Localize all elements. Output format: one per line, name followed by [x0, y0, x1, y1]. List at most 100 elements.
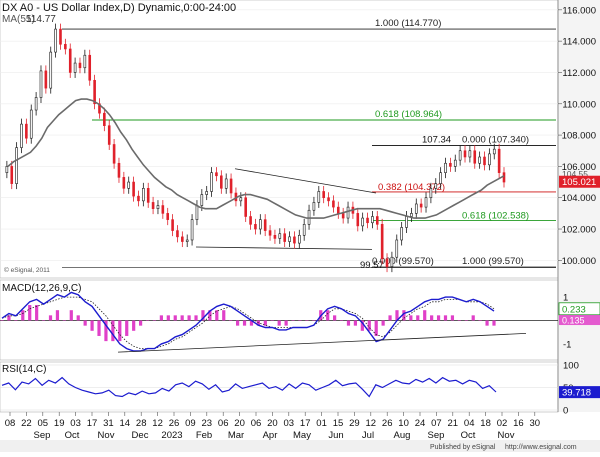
- macd-histogram-bar: [83, 320, 87, 326]
- macd-histogram-bar: [388, 315, 392, 321]
- x-month-label: Jun: [328, 430, 343, 441]
- candle-body: [39, 70, 43, 98]
- candle-body: [419, 203, 423, 208]
- macd-histogram-bar: [478, 320, 482, 321]
- candle-body: [371, 216, 374, 224]
- macd-histogram-bar: [360, 320, 364, 331]
- candle-body: [453, 159, 457, 167]
- x-month-label: Nov: [498, 430, 515, 441]
- price-tick-label: 112.000: [562, 68, 596, 79]
- x-day-label: 02: [497, 418, 508, 429]
- candle-body: [468, 150, 472, 158]
- x-day-label: 06: [251, 418, 262, 429]
- candle-body: [122, 177, 126, 189]
- macd-histogram-bar: [229, 320, 233, 321]
- macd-histogram-bar: [430, 315, 434, 321]
- candle-body: [502, 172, 506, 183]
- x-day-label: 31: [103, 418, 114, 429]
- macd-histogram-bar: [409, 315, 413, 321]
- macd-histogram-bar: [152, 320, 157, 321]
- macd-value-tag: [558, 302, 600, 316]
- x-day-label: 26: [382, 418, 393, 429]
- candle-body: [263, 219, 267, 231]
- x-day-label: 01: [316, 418, 327, 429]
- fib-level-label: 0.618 (102.538): [462, 211, 529, 222]
- macd-histogram-bar: [298, 320, 302, 321]
- candle-body: [400, 227, 403, 241]
- candle-body: [273, 234, 277, 239]
- candle-body: [220, 175, 223, 189]
- rsi-value-tag: [559, 386, 600, 399]
- candle-body: [444, 162, 447, 173]
- x-day-label: 16: [513, 418, 524, 429]
- x-day-label: 09: [185, 418, 196, 429]
- triangle-upper-trendline: [234, 168, 377, 194]
- candle-body: [278, 233, 282, 239]
- macd-histogram-bar: [111, 320, 115, 342]
- macd-histogram-bar: [492, 320, 496, 326]
- fib-level-label: 1.000 (99.570): [462, 256, 524, 267]
- macd-histogram-bar: [187, 315, 191, 321]
- candle-body: [64, 43, 67, 50]
- macd-histogram-bar: [305, 320, 309, 321]
- x-day-label: 20: [267, 418, 278, 429]
- macd-histogram-bar: [471, 315, 475, 321]
- x-day-label: 24: [415, 418, 426, 429]
- macd-signal-value: 0.135: [562, 316, 585, 326]
- macd-histogram-bar: [284, 320, 288, 326]
- x-day-label: 17: [300, 418, 311, 429]
- x-day-label: 08: [5, 418, 16, 429]
- macd-histogram-bar: [381, 320, 385, 326]
- candle-body: [405, 216, 408, 228]
- candle-body: [463, 150, 467, 158]
- macd-histogram-bar: [35, 305, 39, 321]
- macd-histogram-bar: [443, 315, 448, 321]
- macd-histogram-bar: [48, 315, 53, 321]
- candle-body: [5, 166, 9, 173]
- x-day-label: 26: [169, 418, 180, 429]
- candle-body: [15, 147, 18, 184]
- macd-histogram-bar: [236, 320, 240, 326]
- macd-signal-tag: [559, 315, 600, 326]
- candle-body: [195, 205, 199, 220]
- macd-histogram-bar: [0, 320, 4, 321]
- x-day-label: 14: [120, 418, 131, 429]
- macd-histogram-bar: [423, 310, 427, 321]
- candle-body: [73, 62, 77, 73]
- candle-body: [473, 150, 477, 164]
- candle-body: [34, 97, 38, 111]
- macd-histogram-bar: [353, 320, 358, 326]
- candle-body: [78, 62, 82, 69]
- macd-histogram-bar: [201, 310, 205, 321]
- x-day-label: 06: [218, 418, 229, 429]
- candle-body: [112, 144, 116, 164]
- candle-body: [166, 213, 170, 220]
- fib-level-label: 0.000 (99.570): [372, 256, 434, 267]
- candle-body: [283, 233, 286, 242]
- moving-average-line: [7, 98, 505, 219]
- candle-body: [380, 224, 384, 260]
- x-month-label: Oct: [461, 430, 476, 441]
- macd-tick-label: 1: [563, 293, 568, 304]
- macd-histogram-bar: [464, 320, 468, 321]
- candle-body: [44, 70, 48, 89]
- candle-body: [83, 54, 87, 69]
- footer: [0, 440, 600, 452]
- candle-body: [156, 205, 160, 209]
- x-month-label: Oct: [65, 430, 80, 441]
- candle-body: [483, 156, 486, 166]
- macd-signal-line: [1, 296, 495, 350]
- candle-body: [142, 188, 145, 202]
- candle-body: [146, 188, 150, 203]
- x-day-label: 21: [448, 418, 459, 429]
- macd-panel: [0, 279, 559, 361]
- x-day-label: 12: [152, 418, 163, 429]
- macd-histogram-bar: [395, 310, 399, 321]
- candle-body: [259, 219, 262, 230]
- candle-body: [424, 197, 428, 208]
- macd-histogram-bar: [7, 315, 11, 321]
- macd-last-value: 0.233: [562, 304, 586, 315]
- price-tick-label: 110.000: [562, 99, 596, 110]
- x-day-label: 04: [464, 418, 475, 429]
- macd-histogram-bar: [14, 320, 18, 321]
